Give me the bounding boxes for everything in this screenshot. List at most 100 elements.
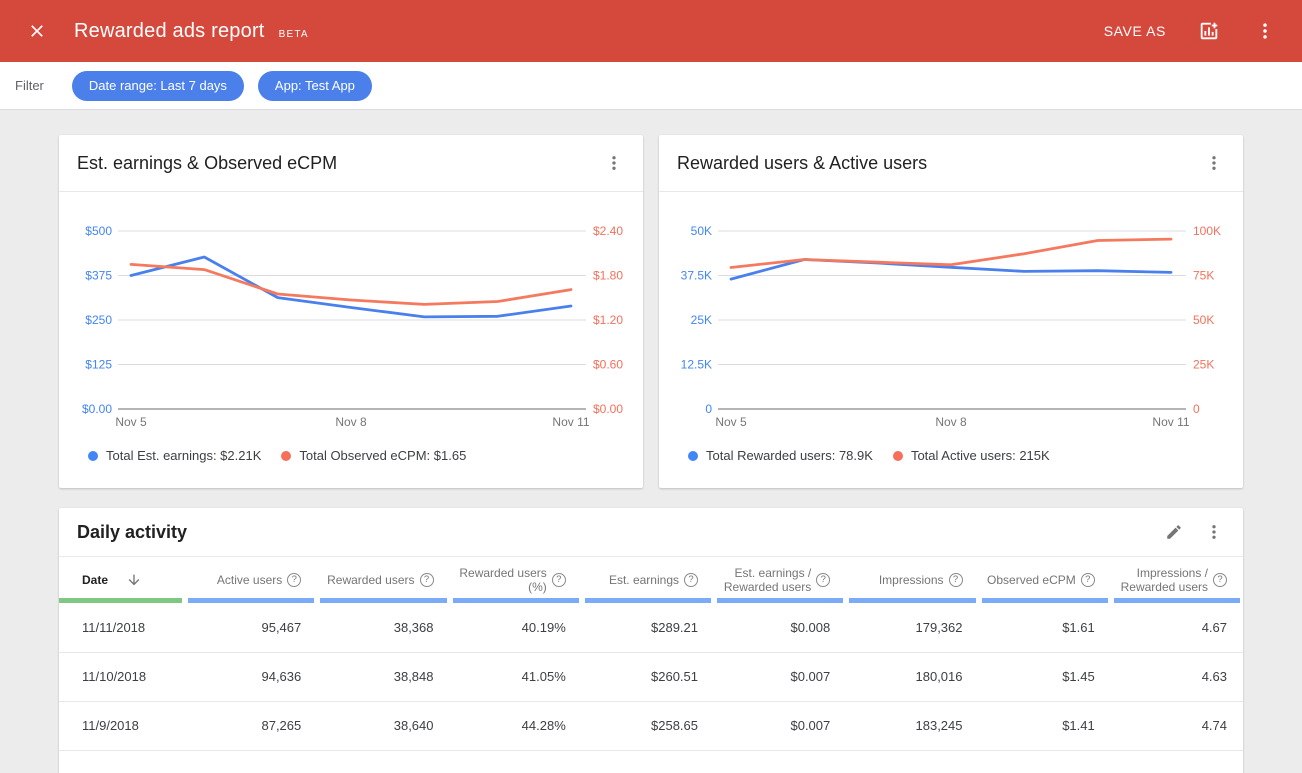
help-icon[interactable]: ? xyxy=(1080,573,1095,587)
chart-card-earnings-ecpm: Est. earnings & Observed eCPM $0.00 $0.00… xyxy=(59,135,643,488)
help-icon[interactable]: ? xyxy=(287,573,302,587)
column-header-date[interactable]: Date xyxy=(59,557,185,603)
legend-item: Total Active users: 215K xyxy=(892,448,1050,463)
column-label: Est. earnings / Rewarded users xyxy=(723,566,812,594)
column-label: Impressions xyxy=(878,573,944,587)
chart-more-icon[interactable] xyxy=(599,148,629,178)
cell-active-users: 87,265 xyxy=(185,701,318,751)
legend-label: Total Active users: 215K xyxy=(910,448,1050,463)
column-label: Rewarded users (%) xyxy=(459,566,547,594)
app-header: Rewarded ads report BETA SAVE AS xyxy=(0,0,1302,62)
column-header-est-earnings[interactable]: Est. earnings? xyxy=(582,557,714,603)
column-label: Rewarded users xyxy=(327,573,415,587)
cell-est-earnings: $258.65 xyxy=(581,701,714,751)
beta-badge: BETA xyxy=(278,29,309,40)
svg-text:$2.40: $2.40 xyxy=(593,224,623,238)
svg-text:25K: 25K xyxy=(1193,358,1214,372)
cell-empty xyxy=(59,750,1243,773)
help-icon[interactable]: ? xyxy=(551,573,566,587)
help-icon[interactable]: ? xyxy=(684,573,698,587)
column-underline xyxy=(452,598,579,603)
column-header-rewarded-users-pct[interactable]: Rewarded users (%)? xyxy=(450,557,582,603)
column-underline xyxy=(59,598,182,603)
column-header-impressions-per-rewarded-user[interactable]: Impressions / Rewarded users? xyxy=(1111,557,1243,603)
filter-label: Filter xyxy=(15,78,44,93)
svg-text:Nov 5: Nov 5 xyxy=(115,415,147,429)
cell-est-earnings-per-rewarded-user: $0.008 xyxy=(714,603,847,653)
help-icon[interactable]: ? xyxy=(419,573,434,587)
cell-est-earnings-per-rewarded-user: $0.007 xyxy=(714,652,847,702)
line-chart-earnings-ecpm[interactable]: $0.00 $0.00 $125 $0.60 $250 $1.20 $375 $1.80 $50… xyxy=(59,205,643,435)
svg-text:25K: 25K xyxy=(691,313,712,327)
chart-legend: Total Rewarded users: 78.9K Total Active … xyxy=(659,448,1243,463)
cell-impressions-per-rewarded-user: 4.63 xyxy=(1110,652,1243,702)
filter-chip-app[interactable]: App: Test App xyxy=(257,70,372,101)
svg-text:$0.00: $0.00 xyxy=(593,402,623,416)
column-header-impressions[interactable]: Impressions? xyxy=(846,557,978,603)
column-underline xyxy=(320,598,447,603)
svg-text:$375: $375 xyxy=(85,269,112,283)
svg-text:0: 0 xyxy=(705,402,712,416)
legend-label: Total Rewarded users: 78.9K xyxy=(706,448,873,463)
cell-impressions: 183,245 xyxy=(846,701,979,751)
cell-rewarded-users: 38,848 xyxy=(317,652,450,702)
column-underline xyxy=(584,598,711,603)
cell-rewarded-users: 38,368 xyxy=(317,603,450,653)
column-header-rewarded-users[interactable]: Rewarded users? xyxy=(317,557,449,603)
column-header-est-earnings-per-rewarded-user[interactable]: Est. earnings / Rewarded users? xyxy=(714,557,846,603)
cell-active-users: 95,467 xyxy=(185,603,318,653)
cell-observed-ecpm: $1.41 xyxy=(978,701,1111,751)
legend-label: Total Est. earnings: $2.21K xyxy=(106,448,262,463)
column-underline xyxy=(981,598,1108,603)
filter-chip-date-range[interactable]: Date range: Last 7 days xyxy=(71,70,244,101)
filter-bar: Filter Date range: Last 7 days App: Test … xyxy=(0,62,1302,110)
header-more-icon[interactable] xyxy=(1250,16,1280,46)
cell-observed-ecpm: $1.45 xyxy=(978,652,1111,702)
chart-more-icon[interactable] xyxy=(1199,148,1229,178)
help-icon[interactable]: ? xyxy=(948,573,963,587)
chart-card-header: Rewarded users & Active users xyxy=(659,135,1243,192)
svg-text:12.5K: 12.5K xyxy=(681,358,712,372)
save-as-button[interactable]: SAVE AS xyxy=(1102,17,1168,45)
svg-text:$250: $250 xyxy=(85,313,112,327)
column-underline xyxy=(1113,598,1240,603)
cell-rewarded-users-pct: 40.19% xyxy=(449,603,582,653)
column-header-active-users[interactable]: Active users? xyxy=(185,557,317,603)
column-underline xyxy=(849,598,976,603)
column-label: Observed eCPM xyxy=(987,573,1076,587)
chart-card-header: Est. earnings & Observed eCPM xyxy=(59,135,643,192)
svg-text:Nov 11: Nov 11 xyxy=(1152,415,1189,429)
chart-title: Rewarded users & Active users xyxy=(677,152,928,173)
svg-text:37.5K: 37.5K xyxy=(681,269,712,283)
column-label: Impressions / Rewarded users xyxy=(1120,566,1208,594)
svg-text:0: 0 xyxy=(1193,402,1200,416)
cell-est-earnings: $289.21 xyxy=(581,603,714,653)
legend-item: Total Rewarded users: 78.9K xyxy=(688,448,873,463)
edit-icon[interactable] xyxy=(1159,517,1189,547)
table-row: 11/10/2018 94,636 38,848 41.05% $260.51 $0.00… xyxy=(59,652,1243,702)
line-chart-rewarded-active-users[interactable]: 0 0 12.5K 25K 25K 50K 37.5K 75K 50K 100K Nov 5 Nov … xyxy=(659,205,1243,435)
page-title: Rewarded ads report xyxy=(74,19,265,42)
table-row-partial xyxy=(59,750,1243,773)
close-icon[interactable] xyxy=(22,16,52,46)
column-header-observed-ecpm[interactable]: Observed eCPM? xyxy=(979,557,1111,603)
cell-est-earnings-per-rewarded-user: $0.007 xyxy=(714,701,847,751)
add-chart-icon[interactable] xyxy=(1194,16,1224,46)
chart-legend: Total Est. earnings: $2.21K Total Observe… xyxy=(59,448,643,463)
legend-dot-icon xyxy=(892,450,903,461)
table-more-icon[interactable] xyxy=(1199,517,1229,547)
cell-rewarded-users-pct: 41.05% xyxy=(449,652,582,702)
table-row: 11/11/2018 95,467 38,368 40.19% $289.21 $0.00… xyxy=(59,603,1243,653)
svg-text:$0.60: $0.60 xyxy=(593,358,623,372)
legend-label: Total Observed eCPM: $1.65 xyxy=(299,448,467,463)
help-icon[interactable]: ? xyxy=(816,573,831,587)
daily-activity-card: Daily activity Date Active users? Rewarded… xyxy=(59,508,1243,773)
legend-dot-icon xyxy=(688,450,698,461)
svg-text:$1.80: $1.80 xyxy=(593,269,623,283)
column-label: Date xyxy=(82,573,109,587)
svg-text:$125: $125 xyxy=(85,358,112,372)
report-content: Est. earnings & Observed eCPM $0.00 $0.00… xyxy=(0,110,1302,773)
cell-rewarded-users-pct: 44.28% xyxy=(449,701,582,751)
help-icon[interactable]: ? xyxy=(1213,573,1227,587)
svg-text:50K: 50K xyxy=(1193,313,1214,327)
